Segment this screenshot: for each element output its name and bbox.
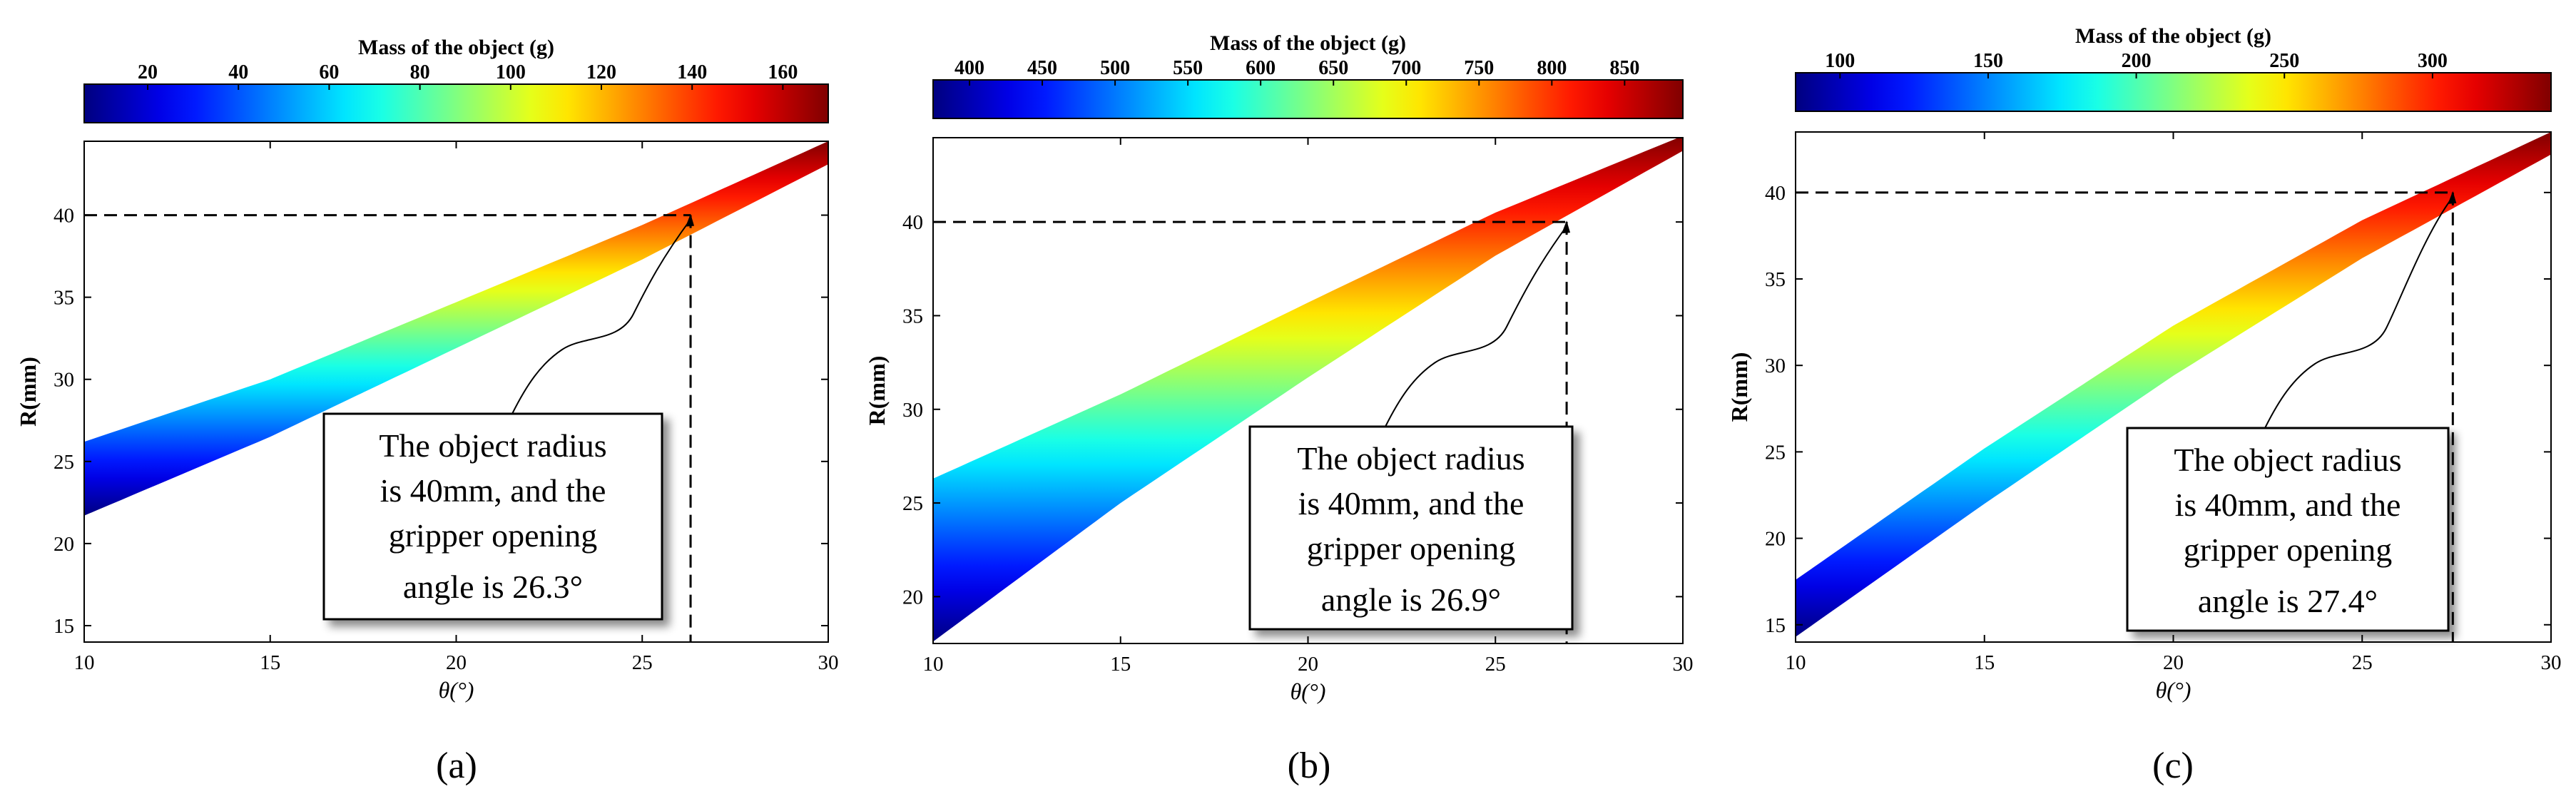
y-tick-label: 20 bbox=[1765, 528, 1786, 551]
annotation-line: is 40mm, and the bbox=[380, 472, 606, 509]
colorbar-tick-label: 140 bbox=[677, 61, 707, 83]
mass-band-area bbox=[933, 138, 1683, 642]
chart-panel-1: Mass of the object (g) 20 40 60 80 100 120 140 1… bbox=[15, 36, 839, 786]
y-tick-label: 40 bbox=[54, 205, 74, 228]
colorbar bbox=[83, 83, 829, 123]
colorbar-tick-label: 600 bbox=[1246, 57, 1276, 79]
y-tick-label: 15 bbox=[1765, 614, 1786, 637]
x-axis-label: θ(°) bbox=[439, 677, 474, 703]
y-tick-label: 30 bbox=[902, 399, 923, 422]
annotation-box bbox=[322, 412, 663, 621]
colorbar-title: Mass of the object (g) bbox=[2075, 24, 2271, 48]
x-tick-label: 20 bbox=[1298, 653, 1318, 676]
panel-label: (b) bbox=[1288, 746, 1331, 786]
x-tick-label: 10 bbox=[923, 653, 944, 676]
colorbar-tick-label: 300 bbox=[2418, 50, 2448, 72]
colorbar-title: Mass of the object (g) bbox=[1210, 31, 1406, 55]
y-tick-label: 15 bbox=[54, 615, 74, 638]
colorbar-tick-label: 200 bbox=[2122, 50, 2152, 72]
colorbar-tick-label: 150 bbox=[1973, 50, 2003, 72]
y-tick-label: 25 bbox=[1765, 441, 1786, 464]
x-axis-label: θ(°) bbox=[1290, 678, 1326, 704]
annotation-line: angle is 27.4° bbox=[2198, 583, 2378, 619]
x-tick-label: 15 bbox=[1110, 653, 1131, 676]
mass-band-area bbox=[1796, 132, 2551, 637]
annotation-arrowhead bbox=[686, 213, 695, 227]
annotation-line: The object radius bbox=[379, 427, 606, 464]
panel-label: (c) bbox=[2152, 746, 2194, 786]
colorbar-tick-label: 550 bbox=[1173, 57, 1203, 79]
y-tick-label: 30 bbox=[54, 369, 74, 392]
y-axis-label: R(mm) bbox=[1726, 352, 1752, 422]
colorbar-tick-label: 100 bbox=[496, 61, 526, 83]
x-tick-label: 20 bbox=[446, 651, 467, 674]
chart-panel-2: Mass of the object (g) 400 450 500 550 600 650… bbox=[864, 31, 1694, 786]
colorbar-tick-label: 800 bbox=[1537, 57, 1567, 79]
colorbar-tick-label: 250 bbox=[2269, 50, 2299, 72]
annotation-arrowhead bbox=[2448, 190, 2457, 204]
mass-band-area bbox=[84, 141, 828, 516]
colorbar-tick-label: 400 bbox=[954, 57, 984, 79]
colorbar-tick-label: 60 bbox=[319, 61, 339, 83]
annotation-line: The object radius bbox=[1297, 440, 1524, 477]
x-tick-label: 25 bbox=[1485, 653, 1506, 676]
colorbar-tick-label: 80 bbox=[410, 61, 430, 83]
panel-label: (a) bbox=[436, 746, 477, 786]
x-tick-label: 20 bbox=[2163, 651, 2184, 674]
colorbar-title: Mass of the object (g) bbox=[358, 36, 554, 59]
y-tick-label: 20 bbox=[902, 586, 923, 609]
y-tick-label: 25 bbox=[902, 492, 923, 515]
y-axis-label: R(mm) bbox=[15, 357, 41, 427]
annotation-line: gripper opening bbox=[2184, 531, 2393, 568]
y-tick-label: 35 bbox=[902, 305, 923, 327]
y-tick-label: 25 bbox=[54, 451, 74, 474]
annotation-line: The object radius bbox=[2174, 442, 2401, 478]
annotation-line: gripper opening bbox=[389, 517, 598, 554]
colorbar bbox=[1795, 72, 2552, 112]
annotation-box bbox=[1248, 425, 1574, 631]
colorbar-tick-label: 450 bbox=[1027, 57, 1057, 79]
colorbar-tick-label: 850 bbox=[1609, 57, 1639, 79]
colorbar-tick-label: 160 bbox=[768, 61, 798, 83]
annotation-arrowhead bbox=[1562, 220, 1571, 234]
x-tick-label: 30 bbox=[1673, 653, 1694, 676]
annotation-line: is 40mm, and the bbox=[1298, 485, 1524, 521]
colorbar-tick-label: 500 bbox=[1100, 57, 1130, 79]
y-tick-label: 20 bbox=[54, 533, 74, 556]
y-axis-label: R(mm) bbox=[864, 356, 890, 426]
annotation-pointer-curve bbox=[2264, 196, 2454, 429]
y-tick-label: 40 bbox=[1765, 182, 1786, 205]
x-tick-label: 25 bbox=[2352, 651, 2373, 674]
colorbar-tick-label: 100 bbox=[1825, 50, 1855, 72]
x-tick-label: 15 bbox=[260, 651, 280, 674]
x-tick-label: 30 bbox=[2541, 651, 2562, 674]
x-tick-label: 30 bbox=[818, 651, 839, 674]
colorbar-tick-label: 20 bbox=[138, 61, 158, 83]
annotation-line: is 40mm, and the bbox=[2175, 487, 2401, 523]
x-tick-label: 15 bbox=[1974, 651, 1995, 674]
x-axis-label: θ(°) bbox=[2156, 677, 2191, 703]
colorbar-tick-label: 750 bbox=[1464, 57, 1494, 79]
y-tick-label: 35 bbox=[1765, 268, 1786, 291]
annotation-pointer-curve bbox=[511, 218, 691, 414]
colorbar bbox=[932, 79, 1684, 119]
colorbar-tick-label: 120 bbox=[586, 61, 616, 83]
y-tick-label: 35 bbox=[54, 287, 74, 310]
annotation-box bbox=[2126, 427, 2450, 632]
y-tick-label: 40 bbox=[902, 211, 923, 234]
x-tick-label: 25 bbox=[632, 651, 653, 674]
x-tick-label: 10 bbox=[74, 651, 95, 674]
colorbar-tick-label: 650 bbox=[1318, 57, 1348, 79]
annotation-line: angle is 26.3° bbox=[403, 569, 583, 605]
y-tick-label: 30 bbox=[1765, 355, 1786, 377]
colorbar-tick-label: 40 bbox=[228, 61, 248, 83]
x-tick-label: 10 bbox=[1786, 651, 1806, 674]
annotation-line: angle is 26.9° bbox=[1321, 581, 1501, 618]
annotation-line: gripper opening bbox=[1307, 530, 1516, 566]
annotation-pointer-curve bbox=[1385, 225, 1567, 427]
colorbar-tick-label: 700 bbox=[1391, 57, 1421, 79]
